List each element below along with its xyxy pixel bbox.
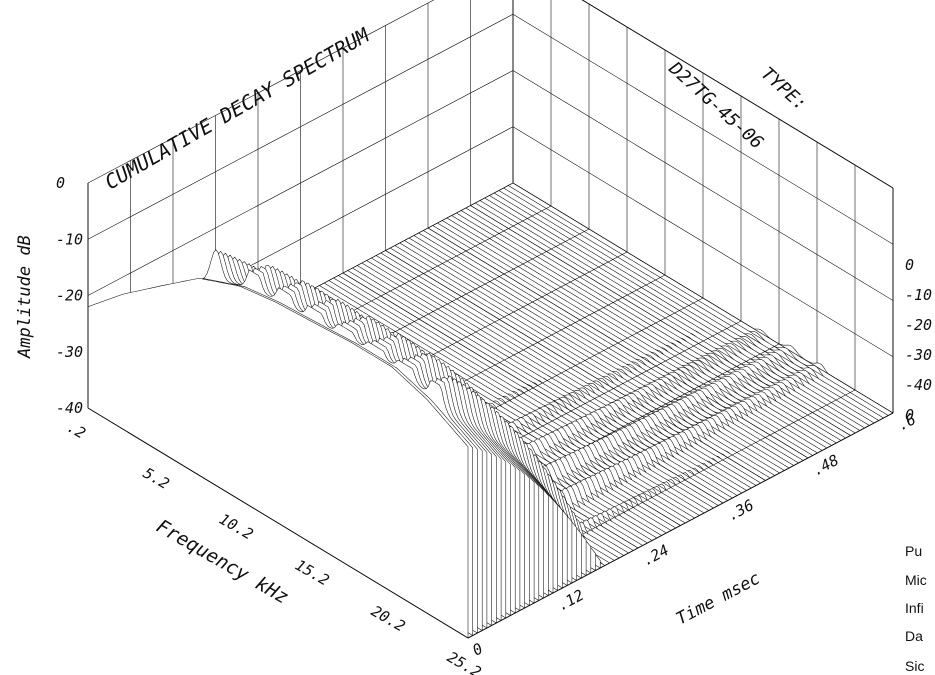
decay-slice [465, 207, 846, 439]
frame-front-edge [87, 407, 469, 639]
frequency-tick-label: 5.2 [140, 464, 172, 493]
decay-slice [361, 262, 743, 494]
amplitude-tick-left: -40 [56, 399, 83, 417]
decay-slice [498, 190, 879, 421]
amplitude-tick-left: -30 [56, 343, 83, 361]
amplitude-tick-left: -20 [56, 287, 83, 305]
decay-slice [87, 278, 469, 639]
decay-slice [323, 282, 705, 514]
side-label-3: Infi [905, 600, 924, 616]
decay-slice [408, 237, 790, 469]
decay-slice [456, 212, 837, 444]
amplitude-tick-right: -40 [905, 376, 932, 394]
side-label-5: Sic [905, 658, 925, 674]
time-tick-label: 0 [469, 639, 485, 659]
decay-slice [371, 257, 752, 489]
amplitude-tick-right: -10 [905, 286, 932, 304]
decay-slice [489, 195, 870, 426]
decay-slice [338, 275, 719, 506]
frequency-tick-label: 10.2 [216, 510, 256, 544]
amplitude-tick-left: -10 [56, 230, 83, 248]
decay-slice [437, 222, 818, 454]
decay-slice [380, 252, 761, 484]
frequency-tick-label: 15.2 [292, 556, 332, 590]
decay-slice [319, 285, 700, 516]
frame-lines [87, 0, 894, 639]
back-wall-grid-h [512, 70, 894, 301]
decay-slice [451, 215, 832, 446]
decay-slice [508, 185, 889, 416]
decay-slice [333, 277, 714, 509]
frequency-axis-label: Frequency kHz [153, 515, 293, 608]
decay-slice [375, 255, 757, 486]
decay-slice [484, 197, 865, 429]
frequency-tick-label: 20.2 [368, 602, 408, 636]
decay-slice [432, 225, 813, 456]
amplitude-axis-label: Amplitude dB [15, 235, 35, 359]
decay-slice [413, 235, 794, 466]
amplitude-tick-left: 0 [56, 174, 65, 192]
decay-slice [503, 187, 884, 419]
decay-slice [442, 220, 823, 451]
decay-slice [418, 232, 799, 464]
decay-surface [87, 182, 894, 639]
model-label: D27TG-45-06 [664, 57, 767, 153]
side-label-2: Mic [905, 572, 927, 588]
amplitude-tick-right: -30 [905, 346, 932, 364]
decay-slice [512, 182, 894, 414]
decay-slice [399, 242, 780, 474]
side-label-1: Pu [905, 543, 923, 559]
decay-slice [493, 192, 875, 424]
back-wall-grid-h [512, 126, 894, 358]
type-label: TYPE: [757, 63, 811, 115]
time-axis-label: Time msec [673, 569, 764, 630]
frame-top-edge [581, 0, 894, 189]
chart-title: CUMULATIVE DECAY SPECTRUM [101, 23, 375, 195]
decay-slice [328, 280, 709, 511]
amplitude-tick-right: 0 [905, 256, 914, 274]
decay-slice [470, 205, 851, 436]
amplitude-tick-right: -20 [905, 316, 932, 334]
decay-slice [423, 230, 804, 461]
decay-slice [479, 200, 861, 431]
decay-slice [475, 202, 856, 434]
decay-slice [390, 247, 771, 479]
decay-slice [427, 227, 809, 459]
decay-slice [342, 272, 724, 504]
decay-slice [347, 270, 728, 501]
decay-slice [404, 240, 785, 471]
decay-slice [357, 265, 738, 496]
decay-slice [366, 260, 747, 491]
amplitude-tick-right: 0 [905, 406, 914, 424]
side-label-4: Da [905, 628, 923, 644]
back-wall-grid-h [512, 13, 894, 245]
frame-right-edge [467, 412, 894, 639]
decay-slice [385, 250, 766, 481]
decay-slice [394, 245, 776, 476]
frequency-tick-label: .2 [64, 418, 89, 443]
decay-slice [460, 210, 842, 441]
decay-slice [446, 217, 828, 449]
decay-slice [352, 267, 733, 499]
